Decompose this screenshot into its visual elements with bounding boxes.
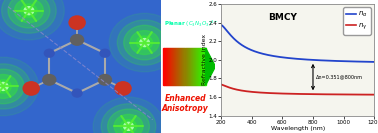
Circle shape xyxy=(2,0,56,33)
Bar xyxy=(174,48,175,85)
Bar xyxy=(178,48,179,85)
Bar xyxy=(193,48,194,85)
Bar xyxy=(170,48,171,85)
Circle shape xyxy=(44,49,55,58)
Bar xyxy=(186,48,187,85)
Bar xyxy=(190,48,191,85)
Circle shape xyxy=(71,88,83,98)
Circle shape xyxy=(124,122,133,130)
Bar xyxy=(175,48,176,85)
Text: BMCY: BMCY xyxy=(268,13,297,22)
X-axis label: Wavelength (nm): Wavelength (nm) xyxy=(271,126,325,131)
Bar xyxy=(197,48,198,85)
Bar xyxy=(176,48,177,85)
Bar xyxy=(204,48,206,85)
Bar xyxy=(192,48,193,85)
Bar xyxy=(173,48,174,85)
Bar xyxy=(201,48,203,85)
Bar xyxy=(184,48,186,85)
Circle shape xyxy=(136,36,153,49)
Bar xyxy=(177,48,178,85)
Circle shape xyxy=(124,25,166,60)
Bar xyxy=(199,48,200,85)
Bar xyxy=(169,48,170,85)
Circle shape xyxy=(0,0,64,40)
Circle shape xyxy=(114,114,143,133)
Bar xyxy=(179,48,180,85)
Bar xyxy=(163,48,164,85)
Text: Δn=0.351@800nm: Δn=0.351@800nm xyxy=(316,74,363,80)
Circle shape xyxy=(42,74,57,86)
Circle shape xyxy=(0,64,31,109)
Circle shape xyxy=(69,16,85,29)
Y-axis label: Refractive index: Refractive index xyxy=(202,34,207,85)
Circle shape xyxy=(115,82,131,95)
Circle shape xyxy=(109,13,180,72)
Circle shape xyxy=(0,57,39,116)
Bar xyxy=(171,48,172,85)
Circle shape xyxy=(70,34,84,46)
Bar xyxy=(196,48,197,85)
Bar xyxy=(189,48,190,85)
Circle shape xyxy=(0,69,24,104)
Circle shape xyxy=(121,120,136,133)
Circle shape xyxy=(99,49,110,58)
Bar xyxy=(164,48,166,85)
Circle shape xyxy=(0,80,11,93)
Text: Enhanced
Anisotropy: Enhanced Anisotropy xyxy=(162,94,209,113)
Circle shape xyxy=(130,31,159,55)
Circle shape xyxy=(21,4,37,17)
Bar xyxy=(198,48,199,85)
Circle shape xyxy=(108,109,149,133)
Circle shape xyxy=(8,0,50,28)
Bar xyxy=(194,48,195,85)
Circle shape xyxy=(24,7,34,15)
Bar xyxy=(191,48,192,85)
Circle shape xyxy=(0,74,18,98)
Bar xyxy=(180,48,181,85)
Circle shape xyxy=(101,104,156,133)
Bar xyxy=(203,48,204,85)
Polygon shape xyxy=(206,48,215,85)
Circle shape xyxy=(117,20,172,65)
Circle shape xyxy=(14,0,43,23)
Circle shape xyxy=(98,74,112,86)
Bar xyxy=(172,48,173,85)
Circle shape xyxy=(23,82,39,95)
Circle shape xyxy=(93,97,164,133)
Circle shape xyxy=(0,82,8,90)
Bar xyxy=(195,48,196,85)
Legend: $n_{\alpha}$, $n_{\gamma}$: $n_{\alpha}$, $n_{\gamma}$ xyxy=(343,7,371,35)
Text: Planar $(C_3N_3O_3)^{3-}$: Planar $(C_3N_3O_3)^{3-}$ xyxy=(164,19,218,29)
Bar xyxy=(182,48,183,85)
Circle shape xyxy=(140,39,149,47)
Bar xyxy=(167,48,169,85)
Bar xyxy=(187,48,189,85)
Bar xyxy=(200,48,201,85)
Bar xyxy=(181,48,182,85)
Bar xyxy=(183,48,184,85)
Bar xyxy=(166,48,167,85)
